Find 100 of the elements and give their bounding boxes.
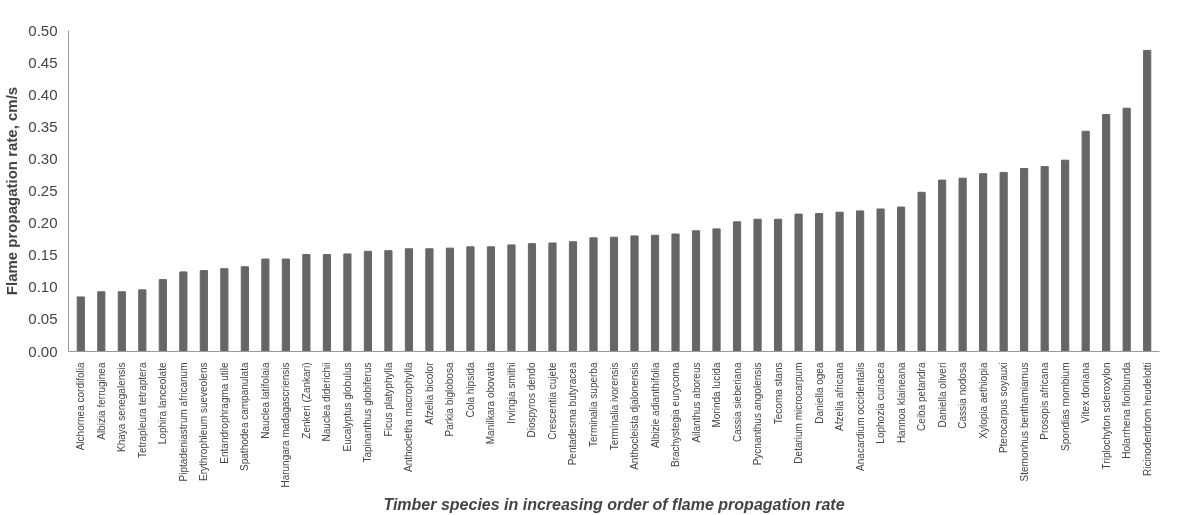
bar [938,179,947,352]
y-tick-label: 0.00 [28,342,58,360]
bar [1061,159,1070,352]
x-tick-label: Triplochyton scleroxylon [1100,362,1112,470]
bar [507,244,516,352]
x-tick-label: Xylopia aethiopia [977,362,989,439]
x-tick-label: Tapinanthus globiferus [362,362,374,463]
bar [958,177,967,352]
y-tick-label: 0.50 [28,21,58,39]
bar [1020,168,1029,352]
y-tick-label: 0.30 [28,149,58,167]
x-tick-label: Nauclea latifolaia [259,362,271,439]
x-tick-label: Afzelia bicolor [423,361,435,425]
bar [138,289,147,352]
x-tick-label: Ricinodendrom heudelotti [1141,362,1153,476]
bar [220,268,229,352]
bar [343,253,352,352]
y-tick-label: 0.05 [28,310,58,328]
x-tick-label: Pycnanthus angolensis [752,362,764,466]
x-axis-title: Timber species in increasing order of flame propagation rate [383,495,845,513]
bar [999,171,1008,352]
x-tick-label: Erythrophleum sueveolens [198,362,210,481]
x-tick-label: Entandrophragma utile [218,362,230,464]
bar [97,291,106,352]
bar [158,279,167,352]
x-tick-label: Lophozia curiacea [875,362,887,444]
bar [199,270,208,352]
bar [814,212,824,352]
x-tick-label: Anthocletha macrophylla [403,362,415,473]
x-tick-label: Alchornea cordifolia [75,362,87,451]
x-tick-label: Khaya senegalensis [116,362,128,453]
y-tick-label: 0.45 [28,53,58,71]
bar [589,237,598,352]
bar [630,235,639,352]
bar [794,213,803,352]
bar [179,271,188,352]
x-tick-label: Morinda lucida [711,362,723,428]
bar [302,254,311,352]
bar [650,234,660,352]
x-tick-label: Ailanthus aboreus [690,362,702,443]
bar [384,250,393,352]
x-tick-label: Ceiba petandra [916,362,928,431]
bar [897,206,906,352]
x-tick-label: Prosopis africana [1039,362,1051,440]
bar [425,248,434,352]
x-tick-label: Cassia sieberiana [731,362,743,442]
bar [732,221,742,352]
bar [404,248,414,352]
x-tick-label: Hannoa klaineana [895,362,907,444]
x-tick-label: Manilkara obovata [485,362,497,445]
x-tick-label: Eucalyptus globulus [341,362,353,452]
bar [1143,49,1152,352]
bar [773,218,783,352]
x-tick-label: Nauclea diderichii [321,362,333,442]
bar [261,258,270,352]
x-tick-label: Irvingia smithi [505,362,517,424]
bar [568,241,578,352]
bar [363,250,372,352]
x-tick-label: Tecoma stans [772,362,784,425]
bar [445,247,455,352]
bar [712,228,721,352]
x-tick-label: Cola hipsida [464,362,476,418]
x-tick-label: Albizia ferruginea [95,362,107,440]
x-tick-label: Zenkeri (Zankari) [300,362,312,439]
x-tick-label: Detarium microcarpum [793,362,805,464]
x-tick-label: Pterocarpus soyauxi [998,362,1010,454]
x-tick-label: Tetrapleura tetraptera [136,362,148,459]
bar [76,296,85,352]
x-tick-label: Holarrhena floribunda [1121,362,1133,459]
bar [240,266,249,352]
bar [691,230,701,352]
x-tick-label: Crescentia cujete [546,362,558,440]
bar [466,246,475,352]
x-tick-label: Anacardium occidentalis [854,362,866,471]
x-tick-label: Parkia biglobosa [444,362,456,437]
y-tick-label: 0.20 [28,214,58,232]
x-tick-label: Brachystegia eurycoma [670,362,682,467]
bar [609,236,619,352]
x-tick-label: Daniella ogea [813,362,825,424]
y-tick-label: 0.40 [28,85,58,103]
x-tick-label: Lophira lanceolate [157,362,169,445]
x-tick-label: Daniella oliveri [936,362,948,428]
bar [753,218,762,352]
y-axis-title: Flame propagation rate, cm/s [3,86,21,296]
x-tick-label: Spathodea campanulata [239,362,251,471]
bar [1081,130,1090,352]
bar [979,173,988,352]
x-tick-label: Piptadeniastrum africanum [177,362,189,482]
bar [322,254,331,352]
bar [281,258,290,352]
bar [876,208,885,352]
y-tick-label: 0.15 [28,246,58,264]
y-tick-label: 0.10 [28,278,58,296]
bar [671,233,680,352]
x-tick-label: Terminalia superba [587,362,599,447]
bar [548,242,557,352]
bar [486,246,496,352]
bar [117,291,126,352]
x-tick-label: Harungara madagascriensis [280,362,292,488]
x-tick-label: Ficus platyphylla [382,362,394,437]
